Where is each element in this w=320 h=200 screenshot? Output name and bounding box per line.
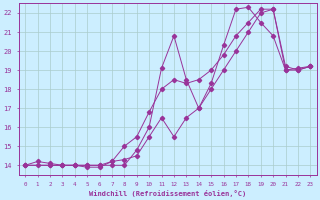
X-axis label: Windchill (Refroidissement éolien,°C): Windchill (Refroidissement éolien,°C) (89, 190, 246, 197)
